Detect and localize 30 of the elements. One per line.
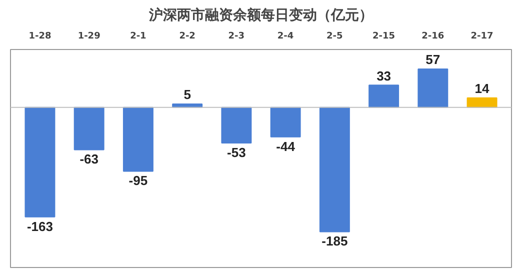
data-label: -95 xyxy=(128,173,148,188)
data-label: -53 xyxy=(227,144,246,160)
x-tick-label: 2-4 xyxy=(277,32,294,42)
bar xyxy=(122,106,154,172)
data-label: 33 xyxy=(376,68,392,84)
bar xyxy=(221,106,252,144)
x-tick-label: 2-5 xyxy=(326,32,343,42)
bar xyxy=(418,68,448,108)
data-label: -63 xyxy=(80,152,98,167)
x-tick-label: 2-17 xyxy=(470,32,494,42)
bar xyxy=(466,97,498,108)
bar xyxy=(368,84,400,108)
chart-title: 沪深两市融资余额每日变动（亿元） xyxy=(148,6,373,24)
x-tick-label: 2-1 xyxy=(130,32,146,42)
x-tick-label: 2-15 xyxy=(372,32,396,42)
bar xyxy=(319,106,350,232)
data-label: 57 xyxy=(426,52,440,68)
data-label: 5 xyxy=(184,87,191,102)
data-label: -163 xyxy=(26,218,53,234)
x-tick-label: 2-16 xyxy=(422,32,444,42)
bar xyxy=(270,106,301,138)
x-tick-label: 2-3 xyxy=(228,32,245,42)
data-label: -44 xyxy=(276,138,296,154)
bar xyxy=(24,106,56,218)
x-tick-label: 1-29 xyxy=(78,32,100,42)
x-tick-label: 1-28 xyxy=(28,32,52,42)
x-tick-label: 2-2 xyxy=(179,32,196,42)
data-label: 14 xyxy=(474,81,490,96)
bar xyxy=(74,106,104,150)
data-label: -185 xyxy=(322,234,348,249)
